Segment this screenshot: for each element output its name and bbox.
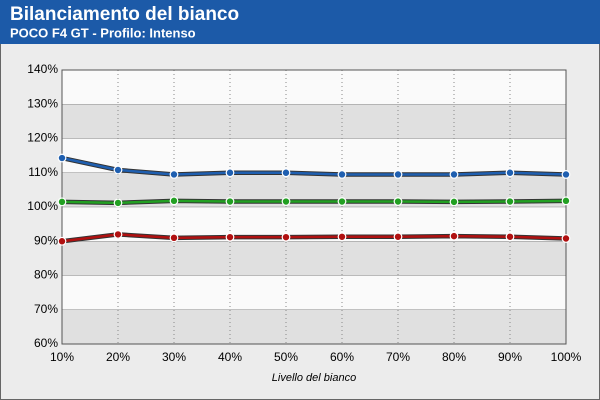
band	[62, 309, 566, 344]
y-tick-label: 100%	[27, 199, 58, 213]
point	[505, 197, 515, 206]
point	[113, 229, 123, 239]
point	[169, 233, 179, 243]
x-tick-label: 60%	[330, 350, 354, 364]
point	[561, 234, 571, 243]
band	[62, 104, 566, 139]
y-tick-label: 80%	[34, 268, 58, 282]
x-tick-label: 90%	[498, 350, 522, 364]
point	[113, 165, 123, 175]
point	[449, 231, 459, 241]
point	[225, 232, 235, 242]
point	[337, 170, 347, 179]
point	[561, 196, 571, 206]
chart-subtitle: POCO F4 GT - Profilo: Intenso	[10, 25, 196, 40]
y-tick-label: 90%	[34, 233, 58, 247]
series-line	[61, 156, 567, 176]
point	[57, 153, 67, 163]
x-tick-label: 80%	[442, 350, 466, 364]
x-tick-label: 10%	[50, 350, 74, 364]
plot-border	[61, 69, 567, 345]
x-tick-label: 100%	[551, 350, 582, 364]
point	[393, 197, 403, 206]
point	[113, 198, 123, 208]
point	[225, 197, 235, 206]
series-line	[61, 199, 567, 205]
point	[505, 232, 515, 242]
y-tick-label: 140%	[27, 62, 58, 76]
point	[169, 196, 179, 206]
x-axis-label: Livello del bianco	[272, 372, 356, 384]
point	[169, 170, 179, 179]
band	[62, 241, 566, 276]
point	[57, 197, 67, 207]
y-tick-label: 110%	[28, 165, 58, 179]
y-tick-label: 130%	[27, 96, 58, 110]
point	[281, 232, 291, 242]
point	[337, 197, 347, 206]
series-line	[61, 233, 567, 243]
point	[337, 232, 347, 242]
x-tick-label: 40%	[218, 350, 242, 364]
point	[57, 236, 67, 246]
chart-title: Bilanciamento del bianco	[10, 4, 239, 25]
y-tick-label: 70%	[34, 302, 58, 316]
point	[393, 170, 403, 179]
point	[281, 168, 291, 178]
y-tick-label: 120%	[27, 131, 58, 145]
point	[449, 197, 459, 207]
x-tick-label: 30%	[162, 350, 186, 364]
point	[281, 197, 291, 206]
header	[0, 0, 600, 44]
point	[505, 168, 515, 178]
point	[225, 168, 235, 178]
point	[561, 170, 571, 179]
point	[393, 232, 403, 242]
x-tick-label: 70%	[386, 350, 410, 364]
x-tick-label: 50%	[274, 350, 298, 364]
y-tick-label: 60%	[34, 336, 58, 350]
x-tick-label: 20%	[106, 350, 130, 364]
point	[449, 170, 459, 179]
